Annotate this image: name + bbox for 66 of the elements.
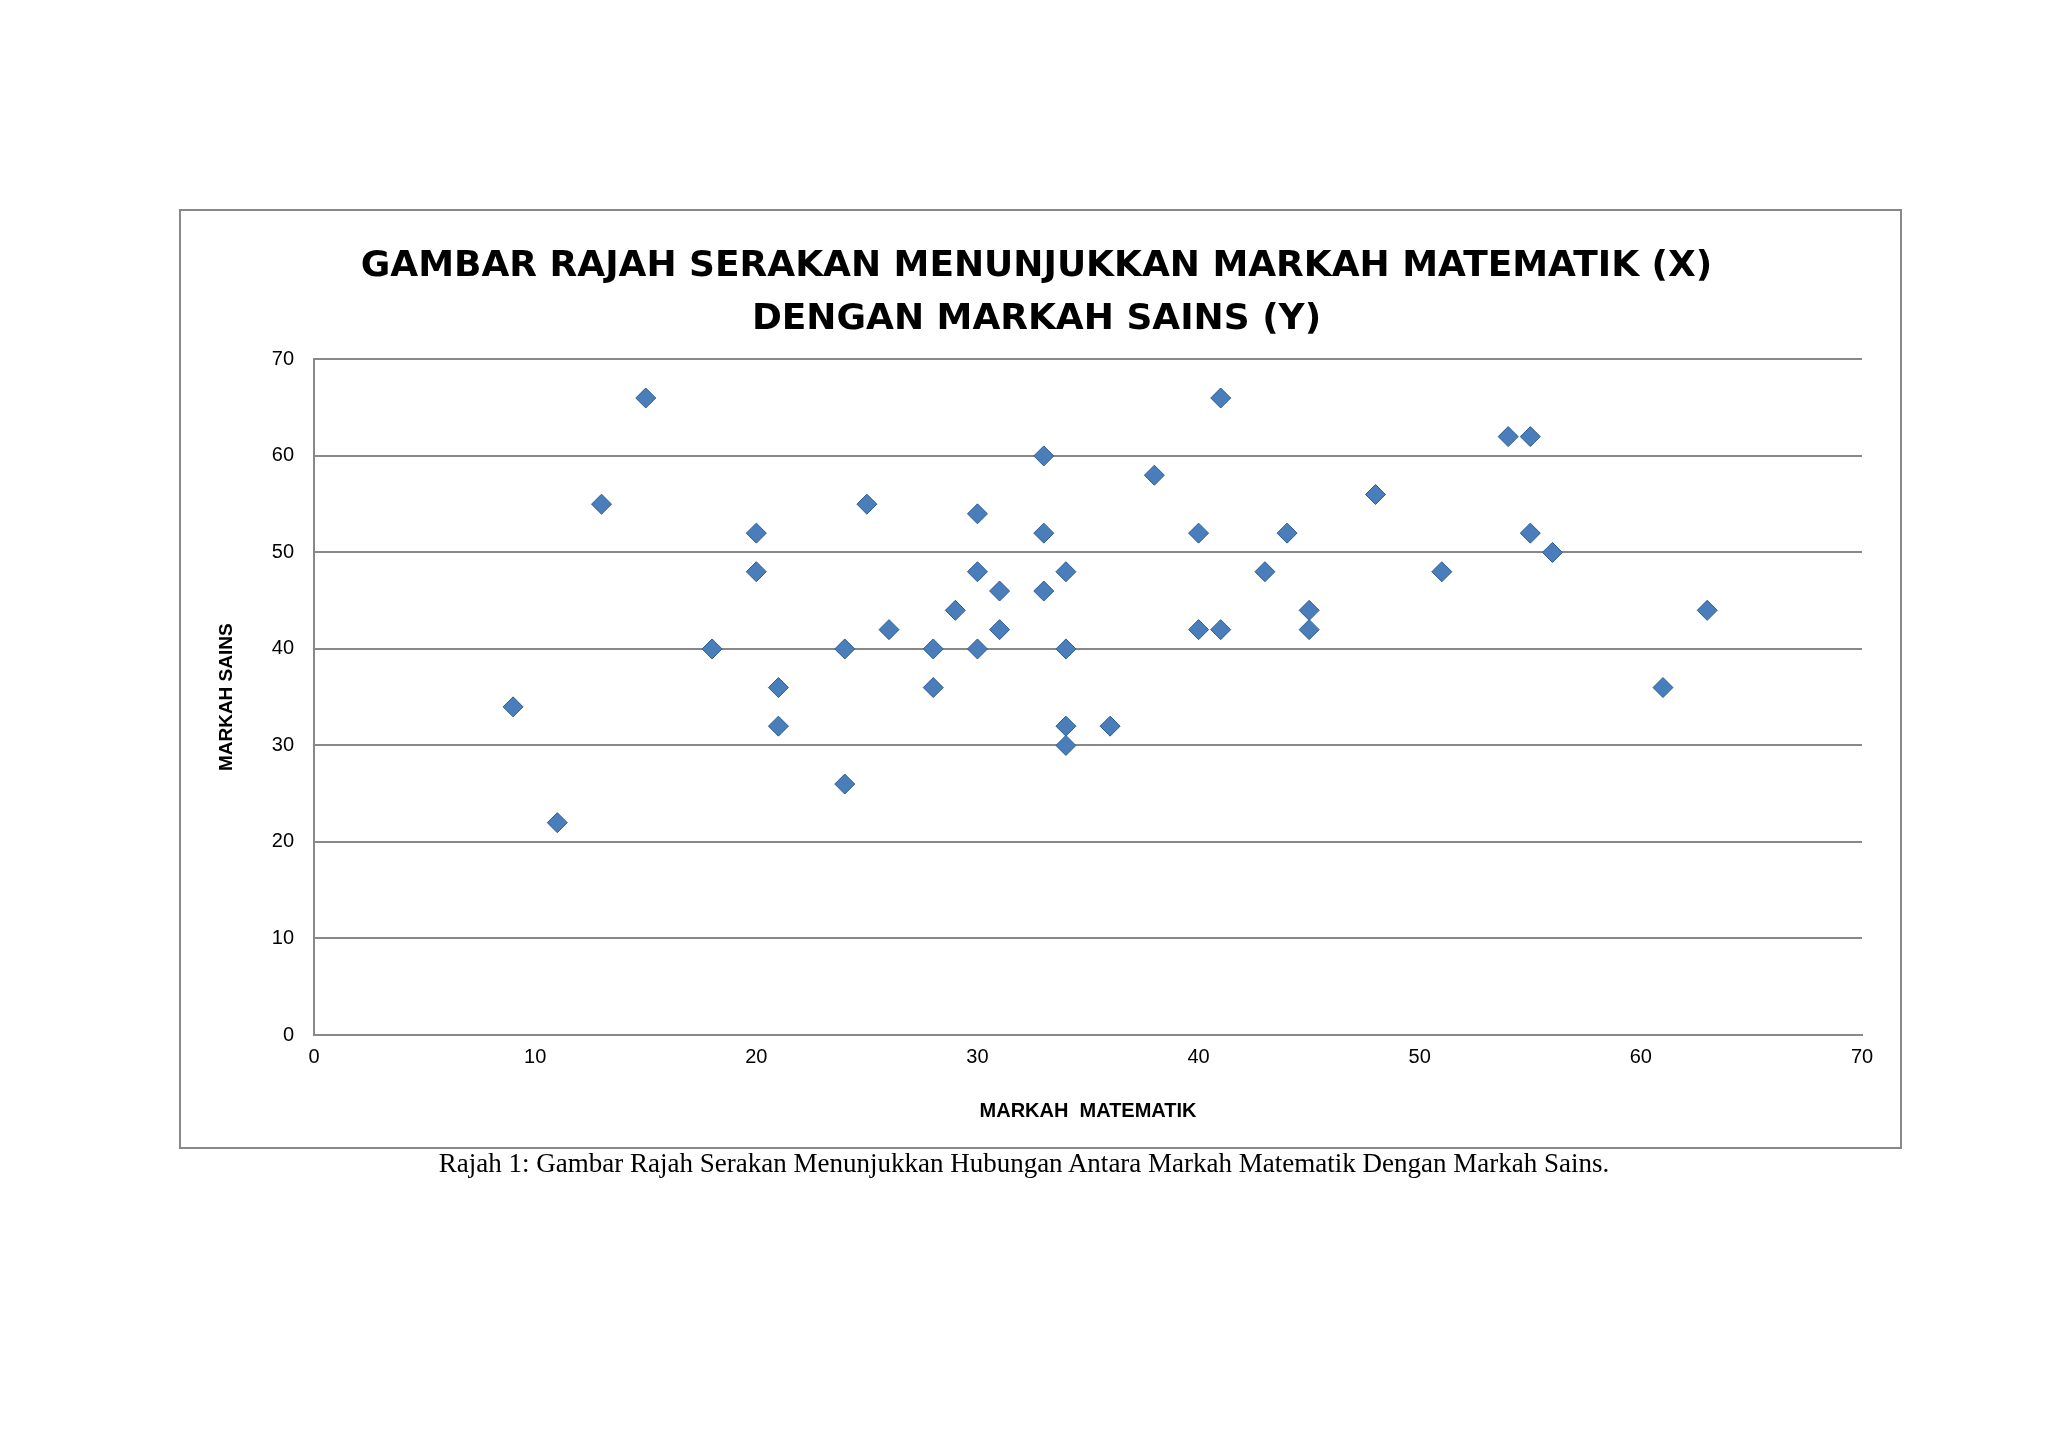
x-tick-label: 0 bbox=[308, 1044, 320, 1067]
x-tick-label: 30 bbox=[966, 1044, 989, 1067]
point bbox=[1055, 561, 1077, 583]
point bbox=[1497, 426, 1519, 448]
x-tick-label: 20 bbox=[745, 1044, 768, 1067]
point bbox=[922, 638, 944, 660]
point bbox=[878, 619, 900, 641]
point bbox=[1541, 541, 1563, 563]
chart-title: GAMBAR RAJAH SERAKAN MENUNJUKKAN MARKAH MATEMATIK (X) DENGAN MARKAH SAINS (Y) bbox=[360, 243, 1713, 337]
point bbox=[502, 696, 524, 718]
x-tick-label: 10 bbox=[524, 1044, 547, 1067]
y-tick-label: 40 bbox=[271, 636, 295, 659]
point bbox=[1276, 522, 1298, 544]
point bbox=[1033, 522, 1055, 544]
point bbox=[591, 493, 613, 515]
point bbox=[1033, 580, 1055, 602]
point bbox=[1210, 387, 1232, 409]
point bbox=[989, 619, 1011, 641]
point bbox=[1055, 715, 1077, 737]
point bbox=[767, 715, 789, 737]
point bbox=[1210, 619, 1232, 641]
point bbox=[944, 599, 966, 621]
y-tick-label: 60 bbox=[271, 443, 295, 466]
point bbox=[1431, 561, 1453, 583]
point bbox=[1188, 619, 1210, 641]
point bbox=[1696, 599, 1718, 621]
x-axis-title: MARKAH MATEMATIK bbox=[979, 1098, 1198, 1121]
point bbox=[767, 677, 789, 699]
point bbox=[701, 638, 723, 660]
y-tick-label: 30 bbox=[271, 732, 295, 755]
point bbox=[834, 638, 856, 660]
point bbox=[966, 503, 988, 525]
point bbox=[1298, 619, 1320, 641]
x-tick-label: 40 bbox=[1187, 1044, 1210, 1067]
point bbox=[922, 677, 944, 699]
point bbox=[989, 580, 1011, 602]
y-axis-title: MARKAH SAINS bbox=[214, 623, 236, 772]
point bbox=[966, 638, 988, 660]
point bbox=[1055, 734, 1077, 756]
point bbox=[1099, 715, 1121, 737]
x-tick-label: 70 bbox=[1850, 1044, 1874, 1067]
text: Rajah 1: Gambar Rajah Serakan Menunjukkan Hubungan Antara Markah Matematik Dengan Markah Sains. bbox=[437, 1148, 1611, 1179]
point bbox=[966, 561, 988, 583]
point bbox=[1143, 464, 1165, 486]
point bbox=[1188, 522, 1210, 544]
point bbox=[1519, 522, 1541, 544]
x-tick-label: 60 bbox=[1629, 1044, 1652, 1067]
y-tick-label: 70 bbox=[271, 346, 295, 369]
point bbox=[1033, 445, 1055, 467]
point bbox=[635, 387, 657, 409]
point bbox=[856, 493, 878, 515]
point bbox=[1055, 638, 1077, 660]
point bbox=[1519, 426, 1541, 448]
y-tick-label: 0 bbox=[282, 1022, 295, 1045]
point bbox=[1298, 599, 1320, 621]
point bbox=[1254, 561, 1276, 583]
point bbox=[745, 561, 767, 583]
y-tick-label: 50 bbox=[271, 539, 295, 562]
point bbox=[1365, 484, 1386, 506]
point bbox=[1652, 677, 1674, 699]
point bbox=[834, 773, 856, 795]
y-tick-label: 20 bbox=[271, 829, 295, 852]
point bbox=[745, 522, 767, 544]
y-tick-label: 10 bbox=[271, 926, 295, 948]
x-tick-label: 50 bbox=[1408, 1044, 1431, 1067]
point bbox=[546, 812, 568, 834]
